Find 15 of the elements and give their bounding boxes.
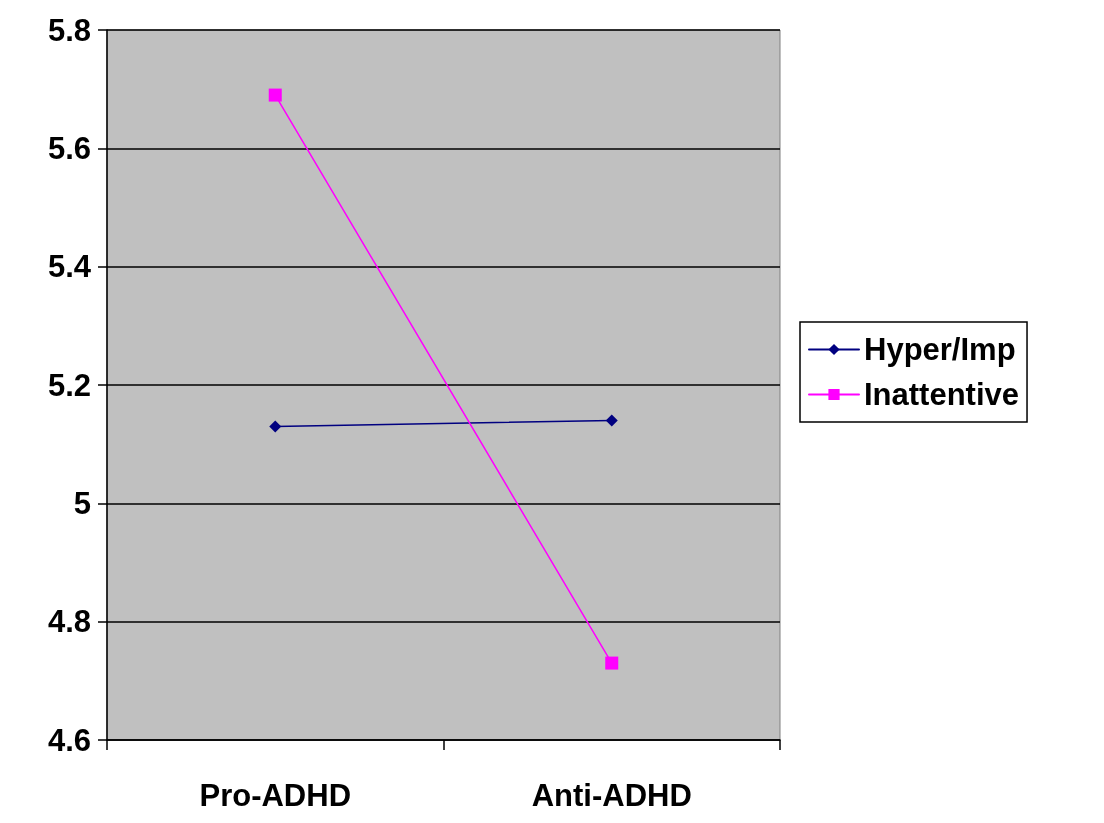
point (269, 420, 282, 433)
point (605, 656, 619, 670)
x-tick-label: Pro-ADHD (199, 778, 352, 813)
y-tick-label: 5 (73, 485, 91, 521)
y-tick-label: 5.8 (47, 12, 91, 48)
legend-label: Inattentive (864, 377, 1020, 412)
x-tick-label: Anti-ADHD (531, 778, 692, 813)
y-tick-label: 4.8 (47, 604, 91, 640)
point (268, 88, 282, 102)
y-tick-label: 5.4 (47, 249, 92, 285)
point (605, 414, 618, 427)
y-tick-label: 5.6 (47, 130, 91, 166)
y-tick-label: 4.6 (47, 722, 91, 758)
legend-label: Hyper/Imp (864, 332, 1016, 367)
y-tick-label: 5.2 (47, 367, 91, 403)
